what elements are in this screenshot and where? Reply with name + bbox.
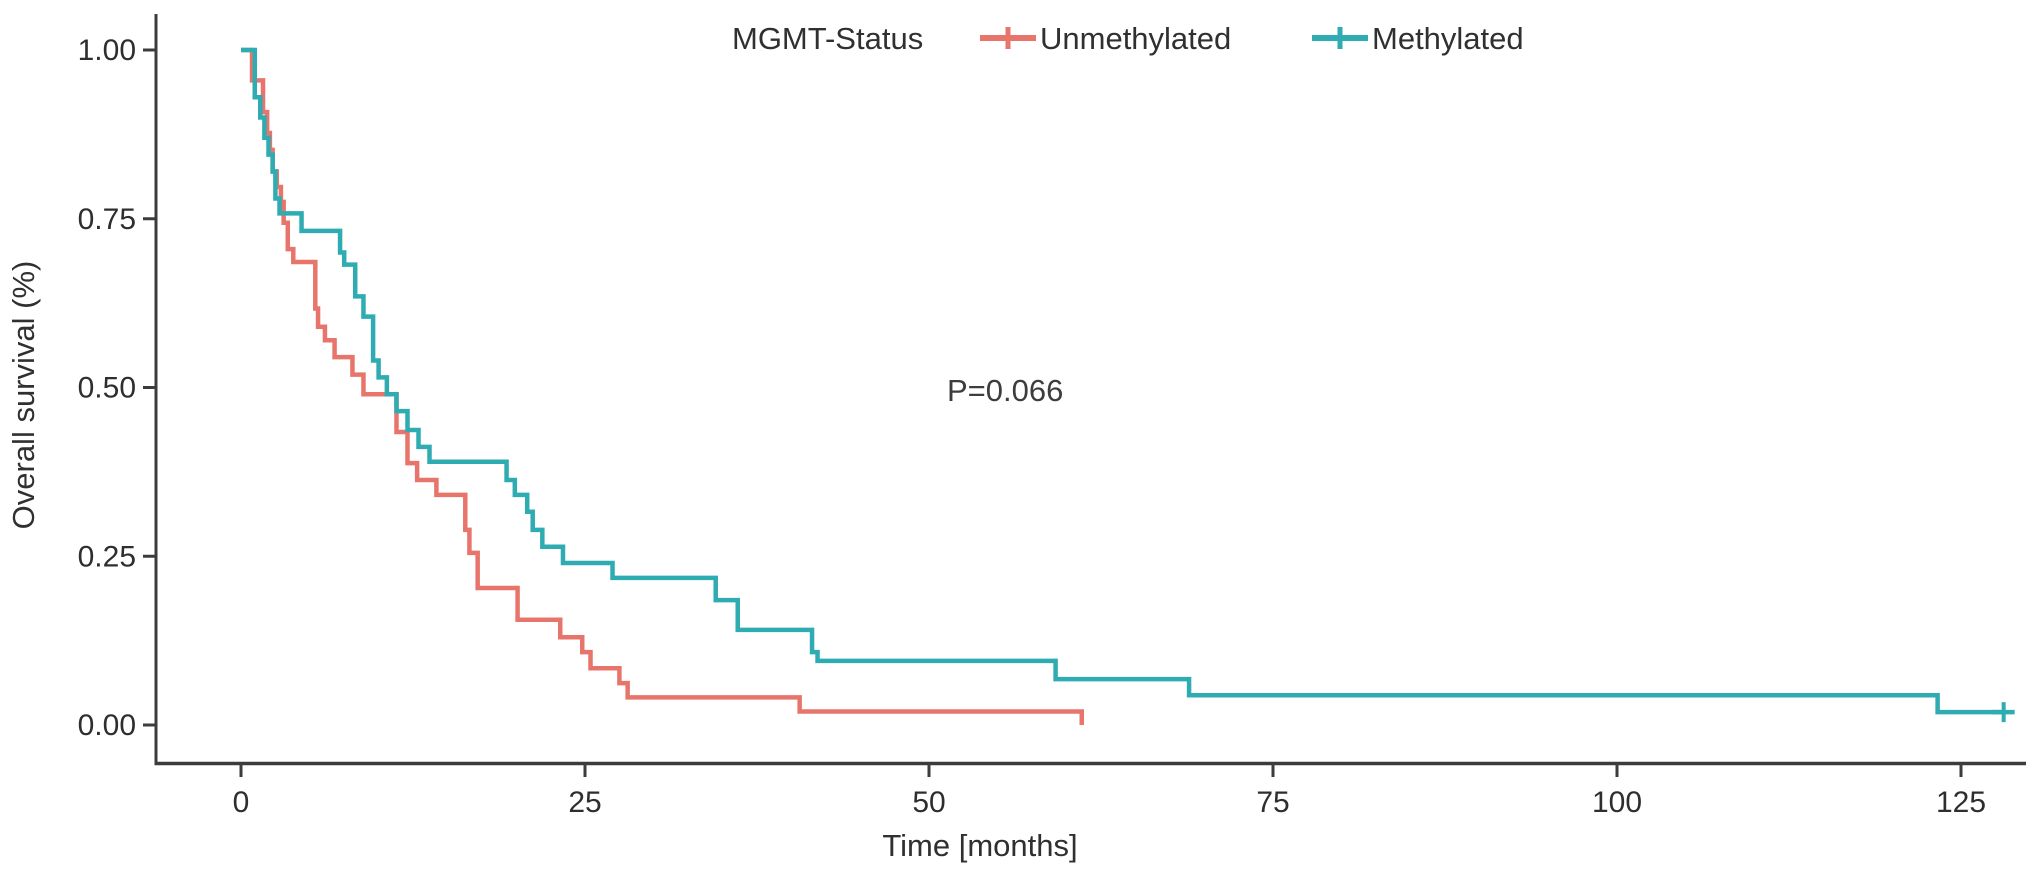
legend-item-label: Unmethylated (1040, 21, 1231, 56)
y-tick-label: 1.00 (78, 34, 136, 67)
x-tick-label: 75 (1256, 786, 1289, 819)
plus-line-marker-icon (1312, 27, 1368, 49)
censor-mark-icon (1992, 702, 2015, 723)
x-tick-label: 100 (1592, 786, 1642, 819)
curves-group (241, 47, 2015, 725)
y-tick-label: 0.75 (78, 203, 136, 236)
legend-title: MGMT-Status (732, 21, 923, 56)
x-tick-label: 0 (233, 786, 250, 819)
y-tick-label: 0.25 (78, 540, 136, 573)
legend-item-methylated: Methylated (1312, 21, 1524, 56)
x-tick-label: 125 (1936, 786, 1986, 819)
legend: MGMT-Status Unmethylated Methylated (732, 21, 1524, 56)
legend-item-unmethylated: Unmethylated (980, 21, 1231, 56)
y-tick-label: 0.50 (78, 372, 136, 405)
x-tick-label: 25 (568, 786, 601, 819)
survival-curve-methylated (241, 47, 2004, 715)
x-tick-label: 50 (912, 786, 945, 819)
plus-line-marker-icon (980, 27, 1036, 49)
legend-item-label: Methylated (1372, 21, 1524, 56)
axes-group: 0 25 50 75 100 125 0.00 0.25 0.50 0.75 1.00 (78, 14, 2026, 819)
ticks-group: 0 25 50 75 100 125 0.00 0.25 0.50 0.75 1.00 (78, 34, 1986, 819)
y-axis-title: Overall survival (%) (6, 261, 41, 530)
p-value-annotation: P=0.066 (947, 373, 1063, 408)
y-tick-label: 0.00 (78, 709, 136, 742)
x-axis-title: Time [months] (882, 828, 1077, 863)
